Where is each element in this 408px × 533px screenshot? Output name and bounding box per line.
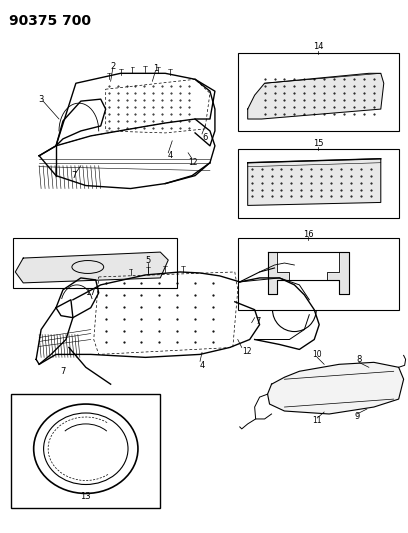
Text: 4: 4 (200, 361, 205, 370)
Text: 8: 8 (356, 355, 361, 364)
Text: 7: 7 (255, 317, 260, 326)
Bar (238, 238, 399, 310)
Bar (238, 149, 399, 219)
Text: 5: 5 (146, 255, 151, 264)
Text: 90375 700: 90375 700 (9, 14, 91, 28)
Text: 1: 1 (153, 64, 158, 73)
Text: 12: 12 (242, 347, 251, 356)
Bar (238, 53, 399, 131)
Text: 6: 6 (202, 133, 208, 142)
Text: 12: 12 (188, 158, 198, 167)
Text: 11: 11 (313, 416, 322, 425)
Text: 7: 7 (60, 367, 66, 376)
Text: 3: 3 (38, 95, 44, 103)
Polygon shape (268, 362, 404, 414)
Text: 13: 13 (80, 492, 91, 501)
Text: 16: 16 (303, 230, 314, 239)
Polygon shape (248, 159, 381, 205)
Text: 4: 4 (168, 151, 173, 160)
Text: 7: 7 (71, 171, 77, 180)
Text: 15: 15 (313, 139, 324, 148)
Text: 9: 9 (354, 413, 359, 422)
Polygon shape (15, 252, 168, 283)
Polygon shape (248, 74, 384, 119)
Bar (13, 238, 177, 288)
Text: 14: 14 (313, 42, 324, 51)
Text: 2: 2 (110, 62, 115, 71)
Text: 10: 10 (313, 350, 322, 359)
Polygon shape (268, 252, 349, 294)
Text: 17: 17 (85, 288, 96, 297)
Polygon shape (277, 252, 339, 280)
Bar (11, 394, 160, 508)
